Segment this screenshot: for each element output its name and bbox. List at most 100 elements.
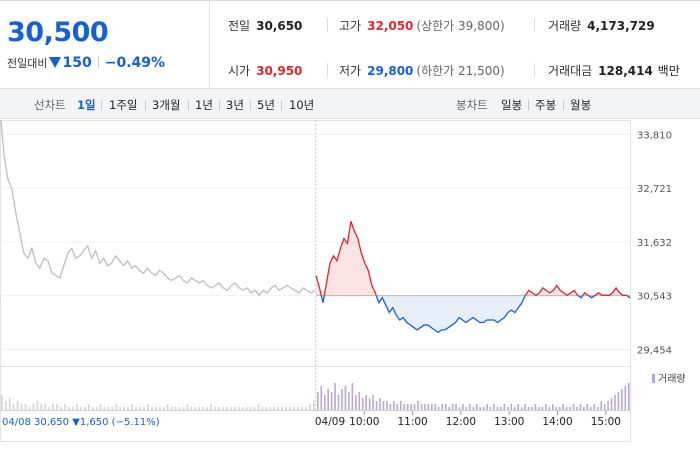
volume-bar-prev xyxy=(64,404,66,410)
volume-bar-prev xyxy=(182,407,185,410)
stat-prev-close: 전일 30,650 xyxy=(228,19,303,33)
prev-close-value: 30,650 xyxy=(256,19,303,33)
volume-bar-prev xyxy=(162,407,165,410)
period-tab-1w[interactable]: 1주일 xyxy=(109,98,138,112)
volume-bar-today xyxy=(510,404,513,410)
change-row: 전일대비 150 −0.49% xyxy=(7,55,165,71)
stat-open: 시가 30,950 xyxy=(228,64,303,78)
x-tick-label: 14:00 xyxy=(542,416,572,428)
volume-bar-prev xyxy=(313,401,315,410)
volume-bar-today xyxy=(569,407,571,410)
price-line-down xyxy=(577,295,584,299)
volume-bar-today xyxy=(413,404,416,410)
volume-bar-prev xyxy=(178,407,181,410)
volume-bar-prev xyxy=(52,404,54,410)
volume-bar-prev xyxy=(285,407,287,410)
trade-amount-value: 128,414 xyxy=(598,64,653,78)
volume-bar-today xyxy=(565,407,568,410)
volume-bar-prev xyxy=(230,407,232,410)
y-tick-label: 33,810 xyxy=(637,130,672,141)
volume-bar-today xyxy=(545,404,547,410)
x-tick-label: 12:00 xyxy=(446,416,476,428)
stat-trade-amount: 거래대금 128,414 백만 xyxy=(548,64,680,78)
volume-bar-prev xyxy=(206,407,208,410)
volume-bar-today xyxy=(389,404,392,410)
volume-bar-prev xyxy=(83,407,86,410)
volume-bar-prev xyxy=(249,407,252,410)
prev-day-info: 04/08 30,650 ▼1,650 (−5.11%) xyxy=(2,417,160,428)
volume-bar-today xyxy=(431,404,433,410)
period-tab-1d[interactable]: 1일 xyxy=(77,98,96,112)
volume-bar-today xyxy=(562,404,564,410)
candle-tab-monthly[interactable]: 월봉 xyxy=(570,98,592,112)
candle-tab-weekly[interactable]: 주봉 xyxy=(535,98,557,112)
volume-bar-today xyxy=(524,404,526,410)
volume-bar-prev xyxy=(95,407,98,410)
price-line-down xyxy=(588,295,595,299)
volume-bar-prev xyxy=(44,404,47,410)
x-tick-label: 11:00 xyxy=(397,416,427,428)
volume-bar-today xyxy=(527,407,530,410)
volume-bar-today xyxy=(317,392,319,410)
volume-bar-today xyxy=(472,407,475,410)
volume-bar-today xyxy=(482,407,485,410)
volume-bar-today xyxy=(361,398,364,410)
volume-bar-today xyxy=(393,401,395,410)
volume-bar-prev xyxy=(16,401,19,410)
volume-bar-today xyxy=(628,383,630,410)
price-area-up xyxy=(324,221,377,296)
volume-bar-today xyxy=(406,404,409,410)
volume-bar-prev xyxy=(210,404,212,410)
price-area-up xyxy=(594,287,627,296)
price-line-up xyxy=(315,275,322,296)
volume-bar-today xyxy=(541,407,544,410)
period-tab-3m[interactable]: 3개월 xyxy=(152,98,181,112)
volume-bar-today xyxy=(493,404,495,410)
volume-bar-today xyxy=(337,395,340,410)
volume-bar-today xyxy=(399,401,402,410)
volume-bar-today xyxy=(520,407,523,410)
volume-bar-today xyxy=(603,404,606,410)
line-chart-label: 선차트 xyxy=(34,98,66,112)
volume-bar-prev xyxy=(20,404,23,410)
period-tab-3y[interactable]: 3년 xyxy=(226,98,244,112)
volume-bar-prev xyxy=(214,407,216,410)
volume-bar-prev xyxy=(1,395,3,410)
price-lines xyxy=(0,120,631,334)
volume-bar-prev xyxy=(28,407,31,410)
prev-day-info-text: 04/08 30,650 ▼1,650 (−5.11%) xyxy=(2,417,160,428)
volume-bar-prev xyxy=(158,407,161,410)
candle-tab-daily[interactable]: 일봉 xyxy=(501,98,523,112)
volume-bar-prev xyxy=(293,407,295,410)
volume-bar-prev xyxy=(170,407,173,410)
period-tab-10y[interactable]: 10년 xyxy=(289,98,315,112)
volume-bar-today xyxy=(503,404,506,410)
price-line-down xyxy=(375,295,526,334)
candle-chart-label: 봉차트 xyxy=(456,98,488,112)
volume-bar-today xyxy=(551,404,554,410)
volume-bar-prev xyxy=(60,407,62,410)
volume-bar-today xyxy=(451,404,454,410)
period-tab-1y[interactable]: 1년 xyxy=(195,98,213,112)
volume-bar-today xyxy=(475,404,478,410)
stat-divider xyxy=(327,18,328,32)
volume-bar-prev xyxy=(32,404,35,410)
period-tab-5y[interactable]: 5년 xyxy=(257,98,275,112)
volume-bar-today xyxy=(444,404,447,410)
volume-bar-today xyxy=(500,407,502,410)
down-triangle-icon xyxy=(49,57,62,68)
volume-bar-prev xyxy=(139,407,141,410)
volume-bar-today xyxy=(351,383,354,410)
volume-bar-prev xyxy=(198,407,201,410)
volume-bar-today xyxy=(534,404,537,410)
volume-bar-today xyxy=(382,401,385,410)
volume-bar-today xyxy=(572,404,575,410)
volume-bar-prev xyxy=(155,407,157,410)
volume-bar-today xyxy=(576,407,578,410)
volume-bar-prev xyxy=(127,407,129,410)
volume-value: 4,173,729 xyxy=(587,19,655,33)
volume-legend-swatch xyxy=(652,374,655,383)
volume-bar-prev xyxy=(99,404,102,410)
trade-amount-unit: 백만 xyxy=(657,64,680,78)
volume-bar-today xyxy=(334,383,336,410)
